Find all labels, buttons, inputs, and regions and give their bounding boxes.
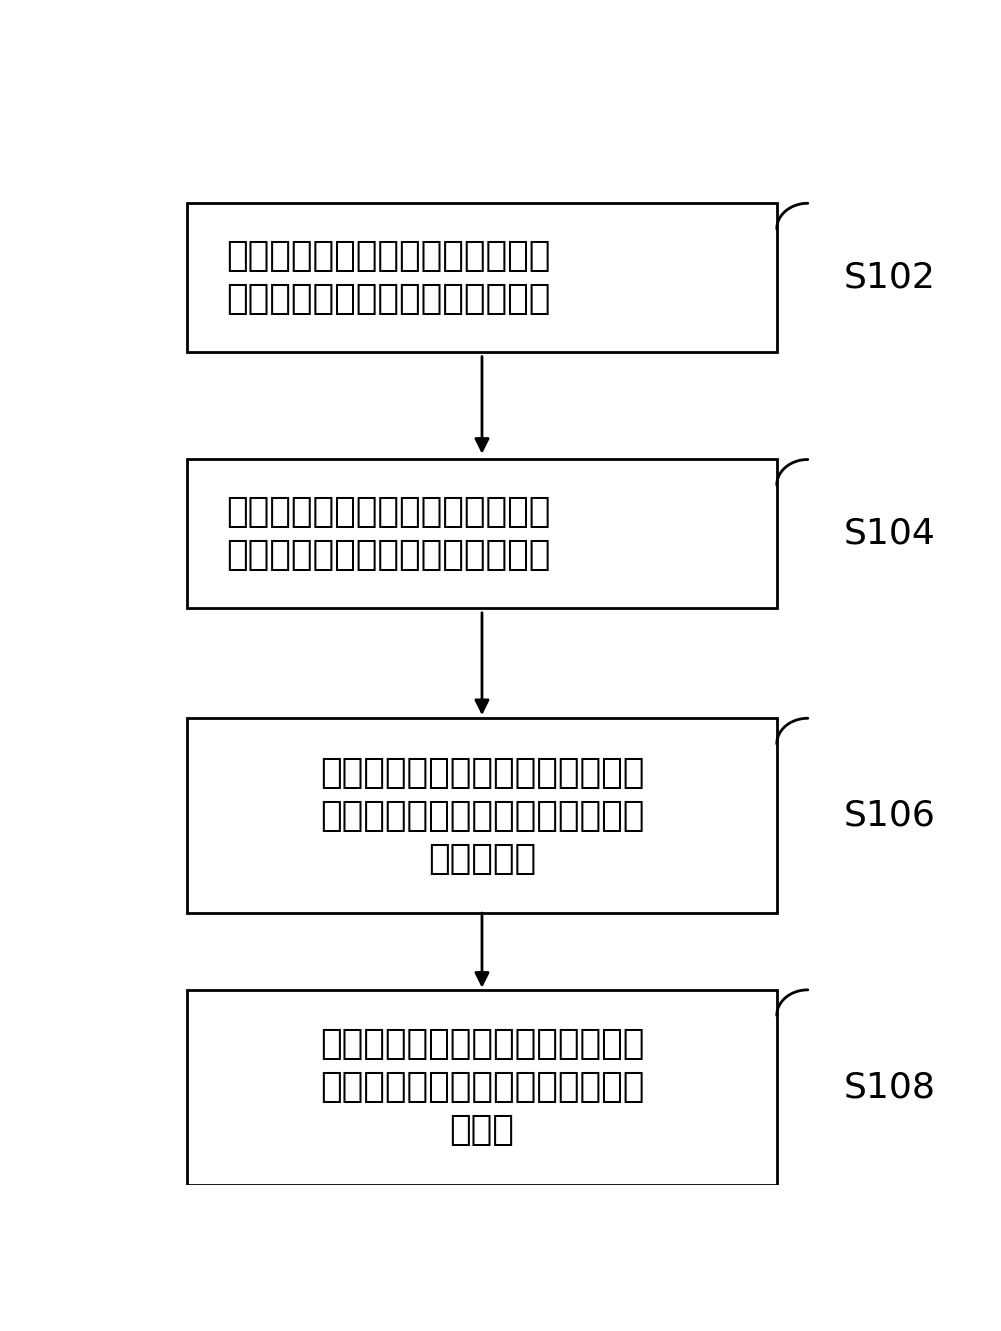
Text: 根据湖泊水位序列以及湖泊水量与: 根据湖泊水位序列以及湖泊水量与 bbox=[319, 1028, 645, 1061]
Text: 水位的数学关系，得到湖泊水量变: 水位的数学关系，得到湖泊水量变 bbox=[319, 1070, 645, 1105]
Text: S102: S102 bbox=[843, 261, 935, 294]
Text: S104: S104 bbox=[843, 516, 935, 551]
Text: 化序列: 化序列 bbox=[449, 1113, 515, 1147]
Bar bbox=[187, 459, 777, 608]
Text: 岸线变化序列，得到湖泊水位序列: 岸线变化序列，得到湖泊水位序列 bbox=[226, 538, 551, 572]
Text: 根据湖泊面积变化序列以及湖泊水: 根据湖泊面积变化序列以及湖泊水 bbox=[319, 756, 645, 789]
Text: 根据合成的测高水位序列以及湖泊: 根据合成的测高水位序列以及湖泊 bbox=[226, 495, 551, 530]
Text: S108: S108 bbox=[843, 1070, 935, 1105]
Bar bbox=[187, 204, 777, 351]
Text: 的数学关系: 的数学关系 bbox=[427, 841, 537, 876]
Text: 获取湖泊岸线变化序列、湖泊面积: 获取湖泊岸线变化序列、湖泊面积 bbox=[226, 240, 551, 273]
Text: 变化序列以及合成的测高水位序列: 变化序列以及合成的测高水位序列 bbox=[226, 282, 551, 315]
Text: 位序列，运算得到湖泊水量与水位: 位序列，运算得到湖泊水量与水位 bbox=[319, 799, 645, 833]
Bar bbox=[187, 990, 777, 1185]
Bar bbox=[187, 719, 777, 913]
Text: S106: S106 bbox=[843, 799, 935, 833]
